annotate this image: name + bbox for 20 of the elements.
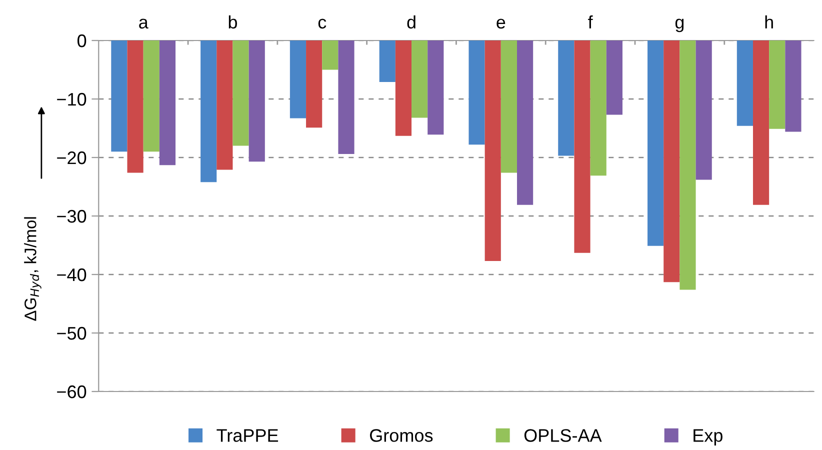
x-tick-label: e <box>496 18 506 29</box>
y-tick-label: −40 <box>57 268 86 282</box>
x-tick-label: f <box>588 15 593 28</box>
y-axis-title: ΔG$_{Hyd}$, kJ/mol <box>24 217 42 321</box>
y-tick-label: −30 <box>57 210 86 223</box>
x-tick-label: a <box>139 18 148 29</box>
y-tick-label: −60 <box>57 385 86 398</box>
y-tick-label: −50 <box>57 326 86 340</box>
x-tick-label: b <box>228 15 237 29</box>
x-tick-label: d <box>407 15 416 29</box>
y-tick-label: −10 <box>57 92 86 106</box>
x-tick-label: c <box>318 18 326 29</box>
legend-label: OPLS-AA <box>524 429 602 442</box>
y-tick-label: 0 <box>78 34 86 48</box>
x-tick-label: g <box>675 18 684 32</box>
x-tick-label: h <box>765 15 773 28</box>
y-tick-label: −20 <box>57 151 86 164</box>
legend-label: Exp <box>694 429 722 446</box>
legend-label: Gromos <box>370 429 433 442</box>
legend-label: TraPPE <box>216 429 278 442</box>
